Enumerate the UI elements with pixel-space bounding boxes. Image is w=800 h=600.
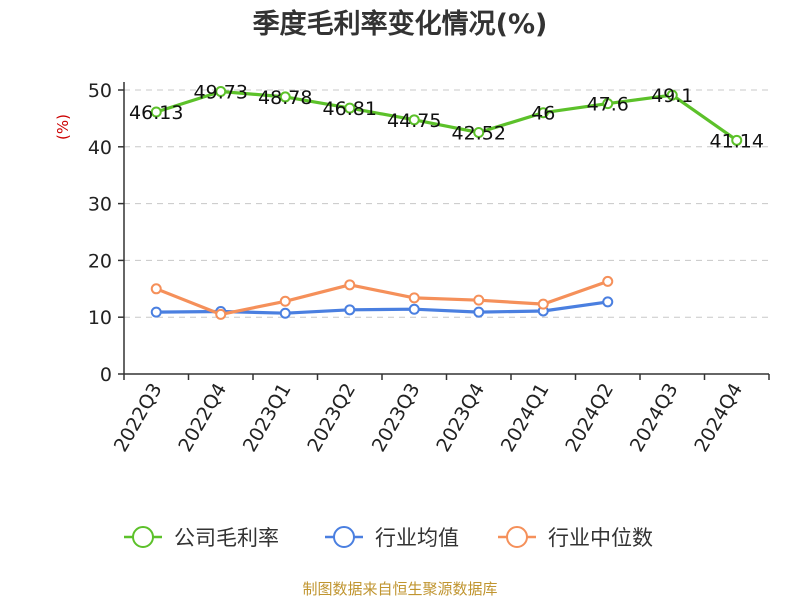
x-tick-label: 2022Q3	[110, 380, 167, 456]
data-point	[537, 298, 549, 310]
data-point	[279, 295, 291, 307]
legend-label-2: 行业中位数	[548, 526, 653, 550]
data-point	[731, 134, 743, 146]
x-tick-label: 2023Q1	[239, 380, 296, 456]
y-tick-label: 30	[88, 194, 112, 216]
data-label: 49.73	[194, 82, 248, 104]
data-point	[279, 91, 291, 103]
y-tick-label: 0	[100, 364, 112, 386]
y-tick-label: 40	[88, 137, 112, 159]
data-labels: 46.13 49.73 48.78 46.81 44.75 42.52 46 47.6 49.1…	[129, 82, 764, 153]
data-point	[408, 303, 420, 315]
data-point	[150, 283, 162, 295]
data-label: 42.52	[452, 122, 506, 144]
legend-marker-1	[333, 526, 355, 548]
data-point	[408, 114, 420, 126]
data-label: 49.1	[651, 85, 693, 107]
x-tick-label: 2024Q2	[561, 380, 618, 456]
y-tick-label: 10	[88, 307, 112, 329]
x-tick-label: 2023Q3	[368, 380, 425, 456]
x-tick-label: 2023Q4	[432, 380, 489, 456]
y-tick-label: 20	[88, 250, 112, 272]
data-point	[344, 304, 356, 316]
data-point	[150, 306, 162, 318]
data-point	[602, 296, 614, 308]
series	[150, 86, 743, 320]
x-tick-label: 2024Q3	[626, 380, 683, 456]
legend-label-1: 行业均值	[375, 526, 459, 550]
data-label: 44.75	[387, 110, 441, 132]
data-label: 46.81	[323, 98, 377, 120]
data-point	[473, 126, 485, 138]
data-point	[279, 307, 291, 319]
data-label: 46.13	[129, 102, 183, 124]
grid	[124, 89, 769, 318]
data-point	[215, 86, 227, 98]
legend-marker-2	[506, 526, 528, 548]
data-point	[602, 275, 614, 287]
x-tick-label: 2022Q4	[174, 380, 231, 456]
data-label: 48.78	[258, 87, 312, 109]
chart-title: 季度毛利率变化情况(%)	[253, 8, 548, 40]
data-point	[473, 294, 485, 306]
data-point	[344, 102, 356, 114]
data-label: 41.14	[710, 130, 764, 152]
source-note: 制图数据来自恒生聚源数据库	[302, 580, 497, 598]
data-label: 46	[531, 103, 555, 125]
y-axis-unit: (%)	[54, 114, 72, 140]
x-tick-label: 2024Q1	[497, 380, 554, 456]
data-point	[344, 279, 356, 291]
data-point	[408, 292, 420, 304]
legend-marker-0	[132, 526, 154, 548]
data-point	[215, 308, 227, 320]
legend-label-0: 公司毛利率	[174, 526, 279, 550]
data-point	[602, 98, 614, 110]
data-point	[150, 106, 162, 118]
data-label: 47.6	[587, 94, 629, 116]
legend: 公司毛利率 行业均值 行业中位数	[124, 526, 653, 550]
x-tick-label: 2024Q4	[690, 380, 747, 456]
data-point	[537, 107, 549, 119]
y-tick-label: 50	[88, 80, 112, 102]
data-point	[666, 89, 678, 101]
series-line-0	[154, 89, 739, 142]
x-tick-label: 2023Q2	[303, 380, 360, 456]
series-line-2	[154, 279, 610, 316]
data-point	[473, 306, 485, 318]
